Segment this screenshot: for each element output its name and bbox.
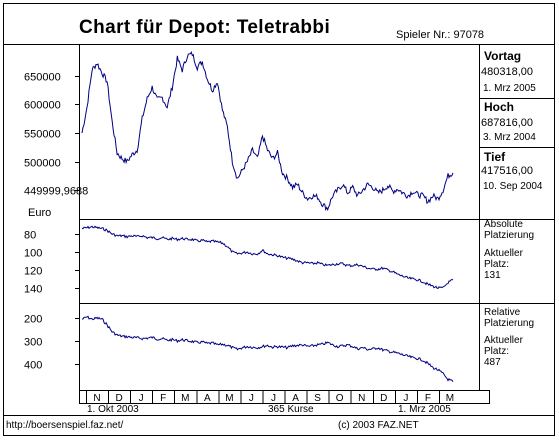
month-tick-label: M xyxy=(181,393,189,404)
absolute-current-line1: Aktueller xyxy=(484,248,523,259)
relative-current-line1: Aktueller xyxy=(484,335,523,346)
depot-value-line xyxy=(81,51,454,212)
relative-ranking-line xyxy=(81,315,454,382)
prev-day-value: 480318,00 xyxy=(481,66,533,78)
month-tick-label: A xyxy=(292,393,299,404)
y-tick-label: 300 xyxy=(24,337,42,349)
month-tick-label: D xyxy=(115,393,122,404)
euro-label: Euro xyxy=(28,207,52,219)
relative-title-line2: Platzierung xyxy=(484,318,535,329)
month-tick-label: O xyxy=(336,393,344,404)
month-tick-label: J xyxy=(249,393,254,404)
month-tick-label: F xyxy=(425,393,431,404)
month-tick-label: M xyxy=(225,393,233,404)
y-tick-label: 140 xyxy=(24,284,42,296)
high-label: Hoch xyxy=(484,100,514,114)
relative-title-line1: Relative xyxy=(484,307,521,318)
month-tick-label: J xyxy=(403,393,408,404)
absolute-current-value: 131 xyxy=(484,270,501,281)
absolute-ranking-line xyxy=(82,225,454,290)
count-label: 365 Kurse xyxy=(268,404,314,415)
absolute-title-line2: Platzierung xyxy=(484,230,535,241)
prev-day-label: Vortag xyxy=(484,49,522,63)
y-tick-label: 449999,9688 xyxy=(24,186,88,198)
y-tick-label: 500000 xyxy=(24,158,61,170)
y-tick-label: 120 xyxy=(24,266,42,278)
end-date: 1. Mrz 2005 xyxy=(398,404,451,415)
month-tick-label: A xyxy=(204,393,211,404)
high-value: 687816,00 xyxy=(481,117,533,129)
relative-current-value: 487 xyxy=(484,357,501,368)
source-url[interactable]: http://boersenspiel.faz.net/ xyxy=(6,420,124,431)
month-tick-label: S xyxy=(314,393,321,404)
month-tick-label: F xyxy=(160,393,166,404)
absolute-title-line1: Absolute xyxy=(484,219,523,230)
y-tick-label: 200 xyxy=(24,314,42,326)
low-date: 10. Sep 2004 xyxy=(483,181,543,192)
relative-current-line2: Platz: xyxy=(484,346,510,357)
page-title: Chart für Depot: Teletrabbi xyxy=(79,17,331,38)
high-date: 3. Mrz 2004 xyxy=(483,132,536,143)
month-tick-label: J xyxy=(139,393,144,404)
start-date: 1. Okt 2003 xyxy=(87,404,139,415)
month-tick-label: D xyxy=(380,393,387,404)
y-tick-label: 100 xyxy=(24,248,42,260)
low-value: 417516,00 xyxy=(481,165,533,177)
y-tick-label: 600000 xyxy=(24,100,61,112)
low-label: Tief xyxy=(484,150,506,164)
y-tick-label: 400 xyxy=(24,360,42,372)
player-number: Spieler Nr.: 97078 xyxy=(396,29,485,41)
y-tick-label: 80 xyxy=(24,230,36,242)
month-tick-label: N xyxy=(93,393,100,404)
month-tick-label: N xyxy=(358,393,365,404)
month-tick-label: M xyxy=(446,393,454,404)
copyright: (c) 2003 FAZ.NET xyxy=(338,420,419,431)
prev-day-date: 1. Mrz 2005 xyxy=(483,83,536,94)
y-tick-label: 550000 xyxy=(24,129,61,141)
month-tick-label: J xyxy=(271,393,276,404)
y-tick-label: 650000 xyxy=(24,72,61,84)
absolute-current-line2: Platz: xyxy=(484,259,510,270)
